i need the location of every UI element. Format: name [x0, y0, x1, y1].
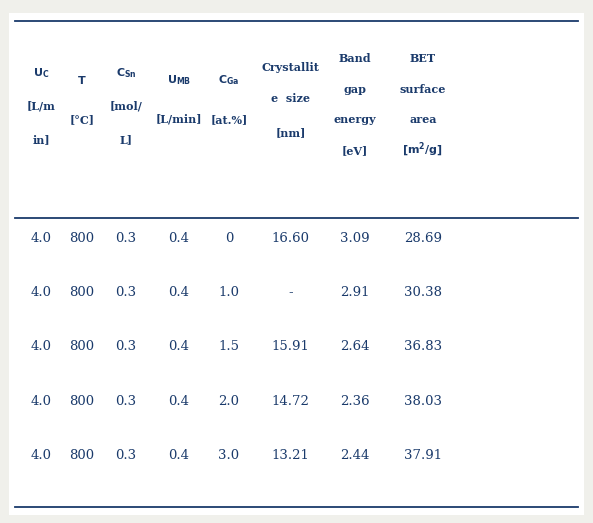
Text: 3.09: 3.09 — [340, 232, 370, 245]
Text: 800: 800 — [69, 232, 95, 245]
Text: 4.0: 4.0 — [30, 449, 52, 462]
Text: 2.0: 2.0 — [218, 395, 240, 408]
Text: area: area — [409, 114, 436, 125]
Text: 14.72: 14.72 — [272, 395, 310, 408]
Text: 2.64: 2.64 — [340, 340, 370, 354]
Text: 0.4: 0.4 — [168, 449, 190, 462]
Text: 800: 800 — [69, 286, 95, 299]
Text: $\mathbf{C_{Sn}}$: $\mathbf{C_{Sn}}$ — [116, 66, 136, 79]
Text: [nm]: [nm] — [275, 127, 306, 138]
Text: 1.0: 1.0 — [218, 286, 240, 299]
Text: 0.4: 0.4 — [168, 340, 190, 354]
Text: 0.3: 0.3 — [116, 340, 137, 354]
Text: 15.91: 15.91 — [272, 340, 310, 354]
Text: 0.4: 0.4 — [168, 286, 190, 299]
Text: 0.3: 0.3 — [116, 395, 137, 408]
Text: Crystallit: Crystallit — [262, 62, 320, 73]
Text: surface: surface — [400, 84, 446, 95]
Text: 0: 0 — [225, 232, 233, 245]
Text: [L/min]: [L/min] — [156, 113, 202, 124]
Text: 2.36: 2.36 — [340, 395, 370, 408]
Text: 0.3: 0.3 — [116, 449, 137, 462]
Text: 0.4: 0.4 — [168, 232, 190, 245]
Text: $\mathbf{[m^2/g]}$: $\mathbf{[m^2/g]}$ — [403, 141, 443, 160]
Text: $\mathbf{U_C}$: $\mathbf{U_C}$ — [33, 66, 49, 79]
Text: 800: 800 — [69, 395, 95, 408]
Text: 4.0: 4.0 — [30, 286, 52, 299]
Text: 2.91: 2.91 — [340, 286, 370, 299]
Text: $\mathbf{T}$: $\mathbf{T}$ — [77, 74, 87, 86]
Text: $\mathbf{U_{MB}}$: $\mathbf{U_{MB}}$ — [167, 74, 191, 87]
Text: 3.0: 3.0 — [218, 449, 240, 462]
Text: in]: in] — [32, 134, 50, 145]
Text: 4.0: 4.0 — [30, 395, 52, 408]
Text: [°C]: [°C] — [69, 113, 94, 124]
Text: [eV]: [eV] — [342, 145, 368, 156]
Text: e  size: e size — [271, 93, 310, 104]
Text: 37.91: 37.91 — [404, 449, 442, 462]
Text: L]: L] — [120, 134, 133, 145]
Text: 4.0: 4.0 — [30, 340, 52, 354]
Text: 800: 800 — [69, 449, 95, 462]
Text: 38.03: 38.03 — [404, 395, 442, 408]
Text: energy: energy — [334, 114, 377, 125]
Text: 13.21: 13.21 — [272, 449, 310, 462]
Text: gap: gap — [344, 84, 366, 95]
Text: BET: BET — [410, 53, 436, 64]
Text: 30.38: 30.38 — [404, 286, 442, 299]
Text: 0.3: 0.3 — [116, 232, 137, 245]
Text: [at.%]: [at.%] — [211, 113, 247, 124]
Text: 16.60: 16.60 — [272, 232, 310, 245]
Text: 28.69: 28.69 — [404, 232, 442, 245]
Text: 1.5: 1.5 — [218, 340, 240, 354]
Text: $\mathbf{C_{Ga}}$: $\mathbf{C_{Ga}}$ — [218, 74, 240, 87]
Text: 36.83: 36.83 — [404, 340, 442, 354]
Text: 2.44: 2.44 — [340, 449, 370, 462]
Text: 4.0: 4.0 — [30, 232, 52, 245]
Text: 0.3: 0.3 — [116, 286, 137, 299]
FancyBboxPatch shape — [9, 13, 584, 515]
Text: -: - — [288, 286, 293, 299]
Text: 0.4: 0.4 — [168, 395, 190, 408]
Text: [L/m: [L/m — [27, 101, 55, 112]
Text: 800: 800 — [69, 340, 95, 354]
Text: Band: Band — [339, 53, 372, 64]
Text: [mol/: [mol/ — [110, 101, 142, 112]
